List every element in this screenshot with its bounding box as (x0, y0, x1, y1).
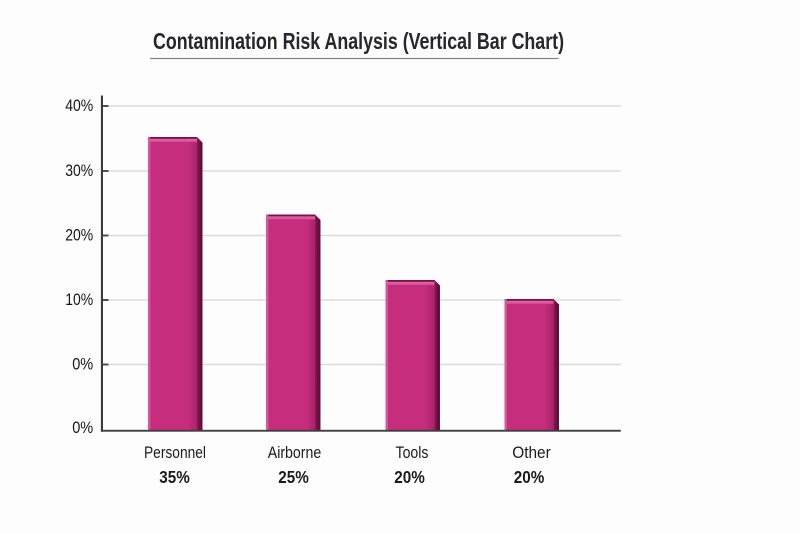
svg-text:30%: 30% (65, 162, 93, 180)
svg-text:Contamination Risk Analysis (V: Contamination Risk Analysis (Vertical Ba… (153, 28, 564, 54)
svg-text:0%: 0% (72, 356, 93, 374)
svg-text:10%: 10% (65, 291, 93, 309)
svg-text:20%: 20% (514, 467, 545, 487)
svg-text:20%: 20% (65, 227, 93, 245)
svg-text:Tools: Tools (396, 444, 429, 462)
svg-text:35%: 35% (159, 467, 190, 487)
svg-text:40%: 40% (65, 97, 93, 115)
svg-text:Airborne: Airborne (268, 444, 322, 462)
svg-text:Other: Other (512, 444, 551, 462)
svg-text:25%: 25% (278, 467, 309, 487)
svg-text:0%: 0% (72, 419, 93, 437)
svg-text:20%: 20% (394, 467, 425, 487)
svg-text:Personnel: Personnel (144, 444, 206, 462)
